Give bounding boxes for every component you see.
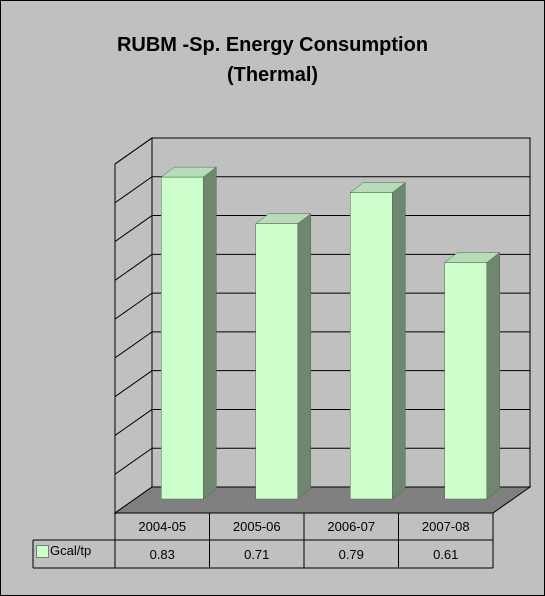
bar [255, 223, 298, 500]
bar-side [486, 251, 500, 500]
bar [161, 176, 204, 500]
gridline-side [114, 137, 153, 165]
data-label: 0.61 [433, 547, 459, 562]
bar-side [392, 182, 406, 500]
x-tick-label: 2004-05 [138, 519, 187, 534]
side-wall [114, 137, 153, 514]
bar [350, 192, 393, 500]
chart-title: RUBM -Sp. Energy Consumption [116, 34, 429, 56]
data-label: 0.79 [338, 547, 364, 562]
gridline-side [114, 176, 153, 204]
gridline-side [114, 447, 153, 475]
gridline-side [114, 292, 153, 320]
x-tick-label: 2005-06 [232, 519, 281, 534]
legend-label-gcal-tp: Gcal/tp [50, 543, 92, 558]
chart-subtitle: (Thermal) [226, 64, 319, 86]
gridline-side [114, 215, 153, 242]
gridline-side [114, 370, 153, 398]
data-label: 0.71 [244, 547, 270, 562]
gridline-side [114, 409, 153, 436]
gridline-side [114, 331, 153, 359]
x-tick-label: 2007-08 [421, 519, 470, 534]
x-tick-label: 2006-07 [327, 519, 376, 534]
bar-side [297, 213, 311, 500]
data-label: 0.83 [149, 547, 175, 562]
legend-key-gcal-tp [36, 545, 49, 558]
bar-side [203, 166, 217, 500]
bar [444, 262, 487, 500]
gridline-side [114, 253, 153, 281]
